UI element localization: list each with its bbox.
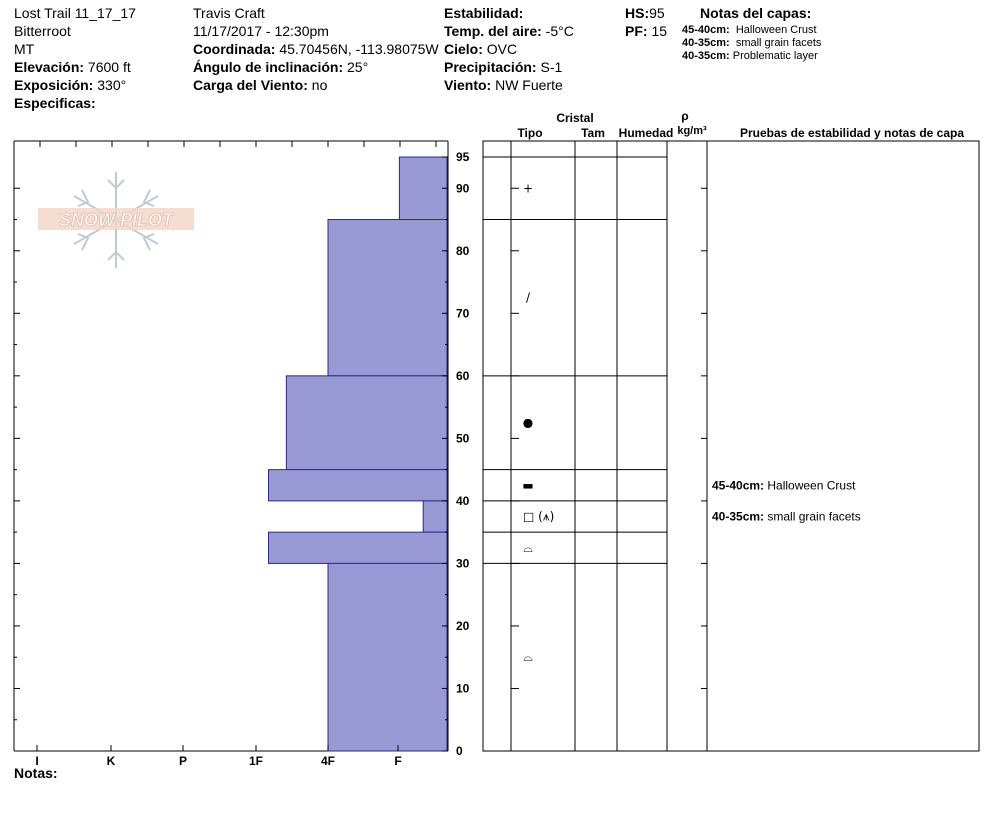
wind-load-row: Carga del Viento: no <box>193 77 328 93</box>
tam-header: Tam <box>581 126 605 140</box>
precip-value: S-1 <box>540 59 563 75</box>
grain-symbol: ▬ <box>522 478 533 492</box>
tipo-header: Tipo <box>517 126 542 140</box>
logo-text: SNOW PILOT <box>59 210 175 230</box>
hardness-bar <box>398 156 448 221</box>
layer-note-item: 45-40cm: Halloween Crust <box>682 24 817 36</box>
depth-tick-label: 80 <box>456 244 470 258</box>
coordinate-row: Coordinada: 45.70456N, -113.98075W <box>193 41 439 57</box>
layer-comment: 40-35cm: small grain facets <box>712 510 861 524</box>
grain-symbol: + <box>523 181 533 195</box>
layer-comment-text: Halloween Crust <box>767 478 856 492</box>
density-unit-header: kg/m³ <box>677 125 707 137</box>
precip-row: Precipitación: S-1 <box>444 59 563 75</box>
table-depth-ticks <box>511 187 707 752</box>
stability-row: Estabilidad: <box>444 5 524 21</box>
depth-tick-label: 30 <box>456 556 470 570</box>
specifics-row: Especificas: <box>14 95 96 111</box>
aspect-value: 330° <box>97 77 127 93</box>
layer-notes-title: Notas del capas: <box>700 5 812 21</box>
hardness-tick-label: 1F <box>249 754 263 768</box>
hs-row: HS:95 <box>625 5 665 21</box>
grain-symbol: ⌓ <box>523 650 533 664</box>
notes-label: Notas: <box>14 765 58 781</box>
observer-name: Travis Craft <box>193 5 265 21</box>
pf-row: PF: 15 <box>625 23 668 39</box>
layer-comments: 45-40cm: Halloween Crust 40-35cm: small g… <box>712 478 861 523</box>
header-col1: Lost Trail 11_17_17 Bitterroot MT Elevac… <box>14 4 136 112</box>
sky-value: OVC <box>486 41 518 57</box>
hardness-tick-label: F <box>394 754 401 768</box>
coordinate-value: 45.70456N, -113.98075W <box>279 41 439 57</box>
depth-tick-label: 50 <box>456 431 470 445</box>
cristal-header: Cristal <box>556 111 593 125</box>
hardness-bar <box>268 531 448 564</box>
slope-row: Ángulo de inclinación: 25° <box>193 59 369 75</box>
depth-tick-label: 40 <box>456 494 470 508</box>
hardness-tick-label: 4F <box>321 754 335 768</box>
humedad-header: Humedad <box>619 126 674 140</box>
depth-tick-label: 70 <box>456 306 470 320</box>
layer-comment-text: small grain facets <box>767 510 860 524</box>
depth-tick-label: 10 <box>456 681 470 695</box>
layer-table: + / ● ▬ □ (⩚) ⌓ ⌓ 45-40cm: Halloween Crust 40-3… <box>482 140 980 752</box>
air-temp-value: -5°C <box>545 23 574 39</box>
layer-note-item: 40-35cm: Problematic layer <box>682 50 818 62</box>
wind-row: Viento: NW Fuerte <box>444 77 563 93</box>
layer-comment-range: 45-40cm: <box>712 478 767 492</box>
aspect-row: Exposición: 330° <box>14 77 127 93</box>
depth-ticks: 0 10 20 30 40 50 60 70 80 90 95 <box>14 150 470 758</box>
grain-symbol: □ (⩚) <box>523 510 554 524</box>
snowpilot-logo: SNOW PILOT <box>38 170 194 270</box>
pf-value: 15 <box>651 23 668 39</box>
layer-comment-range: 40-35cm: <box>712 510 767 524</box>
grain-symbol: ● <box>523 416 533 430</box>
hardness-tick-label: K <box>107 754 116 768</box>
grain-symbol: ⌓ <box>523 541 533 555</box>
layer-notes-list: 45-40cm: Halloween Crust 40-35cm: small … <box>682 24 821 63</box>
header-col4: HS:95 PF: 15 <box>625 4 667 40</box>
wind-value: NW Fuerte <box>495 77 563 93</box>
table-header: Cristal Tipo Tam Humedad ρ kg/m³ Pruebas… <box>517 109 964 140</box>
air-temp-row: Temp. del aire: -5°C <box>444 23 574 39</box>
hardness-bar <box>285 375 448 471</box>
header-col3: Estabilidad: Temp. del aire: -5°C Cielo:… <box>444 4 574 94</box>
depth-tick-label: 0 <box>456 744 463 758</box>
depth-tick-label: 95 <box>456 150 470 164</box>
hardness-bar <box>327 219 448 377</box>
grain-type-symbols: + / ● ▬ □ (⩚) ⌓ ⌓ <box>522 181 554 664</box>
hardness-tick-label: P <box>179 754 187 768</box>
sky-row: Cielo: OVC <box>444 41 518 57</box>
wind-load-value: no <box>311 77 328 93</box>
hardness-tick-label: I <box>35 754 38 768</box>
pit-title: Lost Trail 11_17_17 <box>14 5 136 21</box>
rho-header: ρ <box>681 109 688 123</box>
observation-datetime: 11/17/2017 - 12:30pm <box>193 23 329 39</box>
elevation-row: Elevación: 7600 ft <box>14 59 131 75</box>
header-col2: Travis Craft 11/17/2017 - 12:30pm Coordi… <box>193 4 439 94</box>
grain-symbol: / <box>526 291 531 305</box>
hardness-bar <box>327 562 448 752</box>
hardness-plot: 0 10 20 30 40 50 60 70 80 90 95 I K P 1F 4F F <box>13 140 470 768</box>
elevation-value: 7600 ft <box>87 59 131 75</box>
hardness-ticks: I K P 1F 4F F <box>35 141 437 768</box>
range-name: Bitterroot <box>14 23 71 39</box>
slope-value: 25° <box>347 59 369 75</box>
depth-tick-label: 60 <box>456 369 470 383</box>
hardness-bar <box>268 469 448 502</box>
layer-note-item: 40-35cm: small grain facets <box>682 37 822 49</box>
stability-notes-header: Pruebas de estabilidad y notas de capa <box>740 126 964 140</box>
hs-value: 95 <box>649 5 665 21</box>
state-name: MT <box>14 41 35 57</box>
hardness-bar <box>422 500 448 533</box>
layer-comment: 45-40cm: Halloween Crust <box>712 478 856 492</box>
hardness-bars <box>268 156 448 752</box>
depth-tick-label: 90 <box>456 181 470 195</box>
depth-tick-label: 20 <box>456 619 470 633</box>
